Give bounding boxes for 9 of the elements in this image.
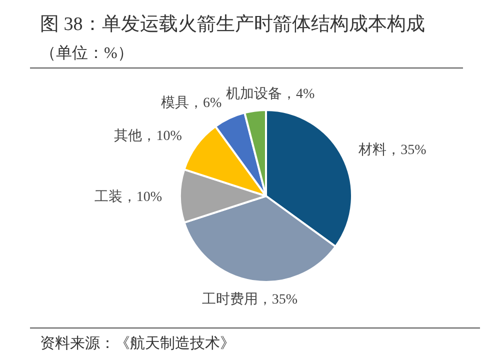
chart-subtitle: （单位：%）: [40, 44, 134, 62]
slice-label: 模具，6%: [161, 94, 222, 111]
slice-label: 工时费用，35%: [202, 292, 298, 308]
slice-label: 其他，10%: [114, 128, 182, 144]
slice-label: 材料，35%: [358, 142, 427, 158]
slice-label: 工装，10%: [94, 189, 162, 205]
text: 资料来源：《航天制造技术》: [40, 335, 235, 352]
chart-title: 图 38：单发运载火箭生产时箭体结构成本构成: [40, 14, 425, 35]
slice-label: 机加设备，4%: [226, 86, 316, 102]
